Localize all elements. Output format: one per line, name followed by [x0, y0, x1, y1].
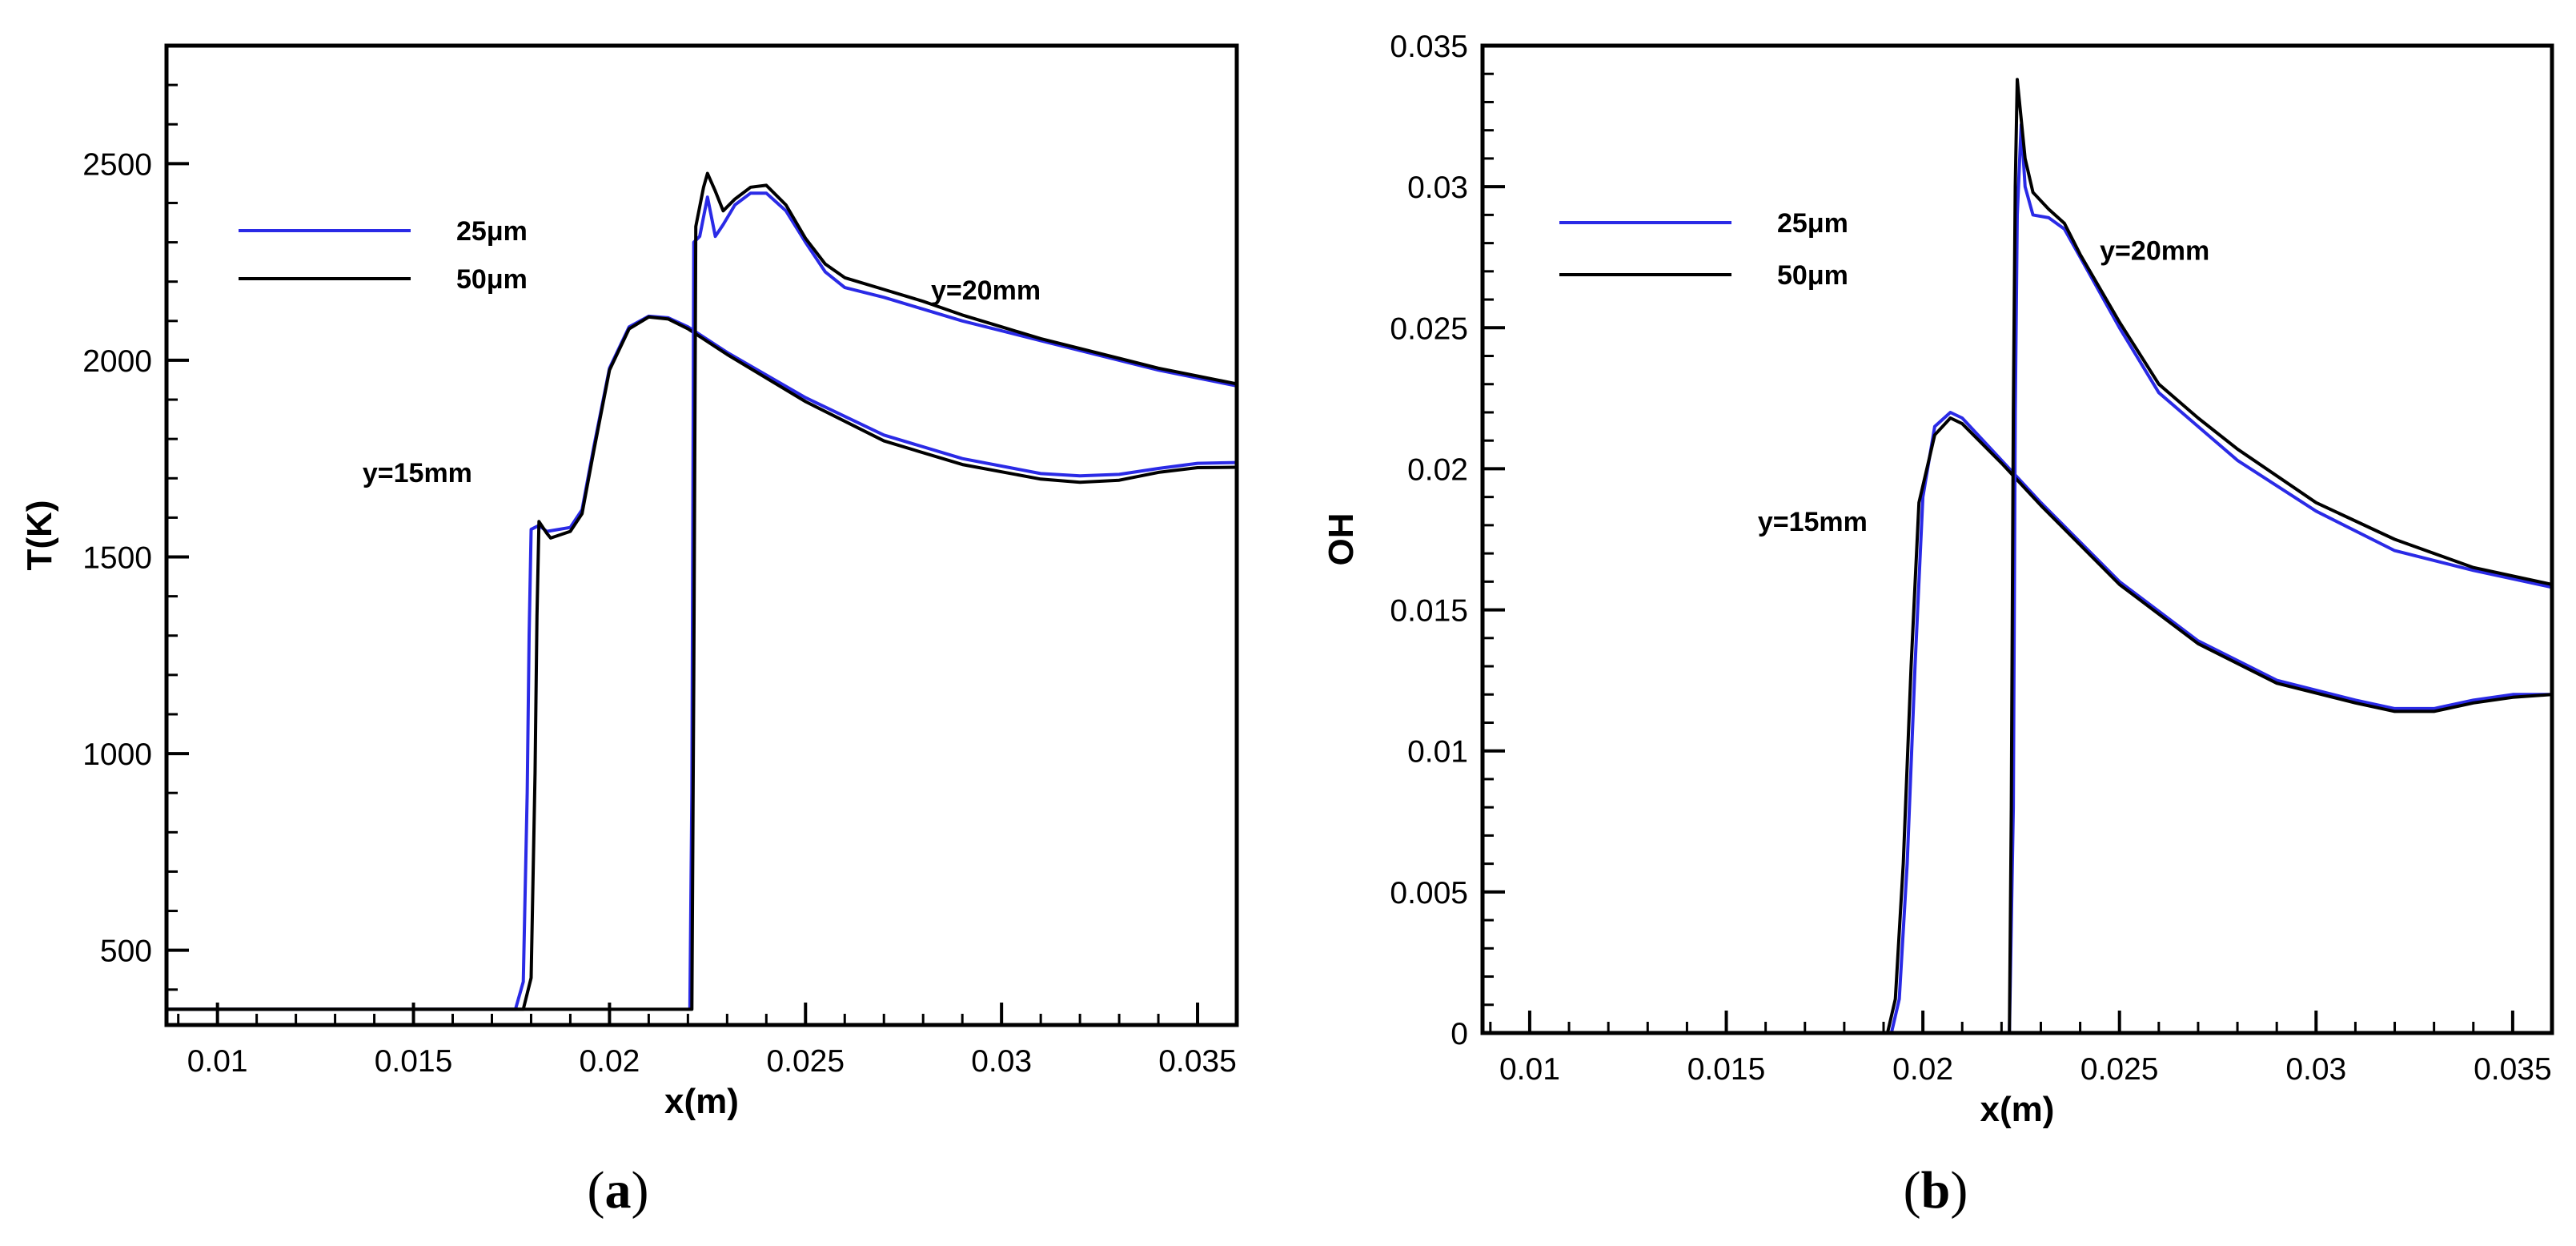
x-tick-label: 0.02 [1892, 1052, 1953, 1087]
series-line-50um-y15mm [167, 315, 1237, 1011]
y-tick-label: 1000 [82, 738, 152, 772]
y-tick-label: 0.01 [1407, 735, 1468, 770]
chart-panel-a: 0.01 0.015 0.02 0.025 0.03 0.035 500 1000 1500 20… [20, 43, 1239, 1220]
series-line-25um-y20mm [688, 191, 1237, 1010]
series-line-25um-y15mm [1889, 411, 2552, 1033]
curve-annotation: y=20mm [931, 275, 1041, 306]
panel-caption-letter: a [605, 1161, 632, 1220]
x-tick-label: 0.015 [375, 1044, 453, 1079]
panel-caption-letter: b [1921, 1161, 1951, 1220]
plot-frame [1480, 43, 2554, 1035]
y-tick-label: 0.005 [1390, 876, 1468, 910]
y-tick-label: 1500 [82, 541, 152, 576]
panel-caption: (a) [588, 1161, 649, 1220]
x-tick-label: 0.01 [1499, 1052, 1560, 1087]
x-axis-title: x(m) [664, 1082, 739, 1121]
x-tick-label: 0.01 [187, 1044, 248, 1079]
legend-label: 50μm [456, 264, 528, 295]
series-line-25um-y20mm [2008, 123, 2552, 1033]
x-tick-label: 0.025 [766, 1044, 845, 1079]
series-line-50um-y20mm [167, 171, 1237, 1011]
legend-label: 25μm [456, 216, 528, 247]
curve-annotation: y=15mm [363, 458, 472, 488]
series-line-25um-y15mm [167, 314, 1237, 1011]
y-tick-label: 0.025 [1390, 312, 1468, 346]
y-tick-label: 0.03 [1407, 171, 1468, 205]
y-axis-title: T(K) [20, 500, 59, 571]
x-tick-label: 0.03 [971, 1044, 1032, 1079]
x-tick-label: 0.035 [1158, 1044, 1237, 1079]
curve-annotation: y=15mm [1758, 507, 1868, 537]
y-tick-label: 0.035 [1390, 30, 1468, 64]
legend-label: 50μm [1777, 260, 1848, 291]
x-axis-title: x(m) [1980, 1090, 2055, 1129]
x-tick-label: 0.015 [1687, 1052, 1766, 1087]
series-line-50um-y20mm [2008, 78, 2552, 1033]
series-line-50um-y15mm [1885, 416, 2552, 1033]
curve-annotation: y=20mm [2100, 236, 2209, 267]
y-tick-label: 0.015 [1390, 594, 1468, 629]
y-tick-label: 0.02 [1407, 452, 1468, 487]
y-axis-title: OH [1322, 513, 1361, 566]
legend-label: 25μm [1777, 208, 1848, 239]
x-tick-label: 0.02 [579, 1044, 640, 1079]
y-tick-label: 2000 [82, 344, 152, 379]
plot-frame [164, 43, 1239, 1027]
panel-caption: (b) [1904, 1161, 1968, 1220]
chart-panel-b: 0.01 0.015 0.02 0.025 0.03 0.035 0 0.005 0.01 0.0… [1322, 30, 2554, 1220]
y-tick-label: 0 [1451, 1017, 1468, 1051]
x-tick-label: 0.035 [2474, 1052, 2552, 1087]
x-tick-label: 0.03 [2285, 1052, 2346, 1087]
x-tick-label: 0.025 [2080, 1052, 2159, 1087]
y-tick-label: 2500 [82, 147, 152, 182]
y-tick-label: 500 [100, 934, 152, 969]
